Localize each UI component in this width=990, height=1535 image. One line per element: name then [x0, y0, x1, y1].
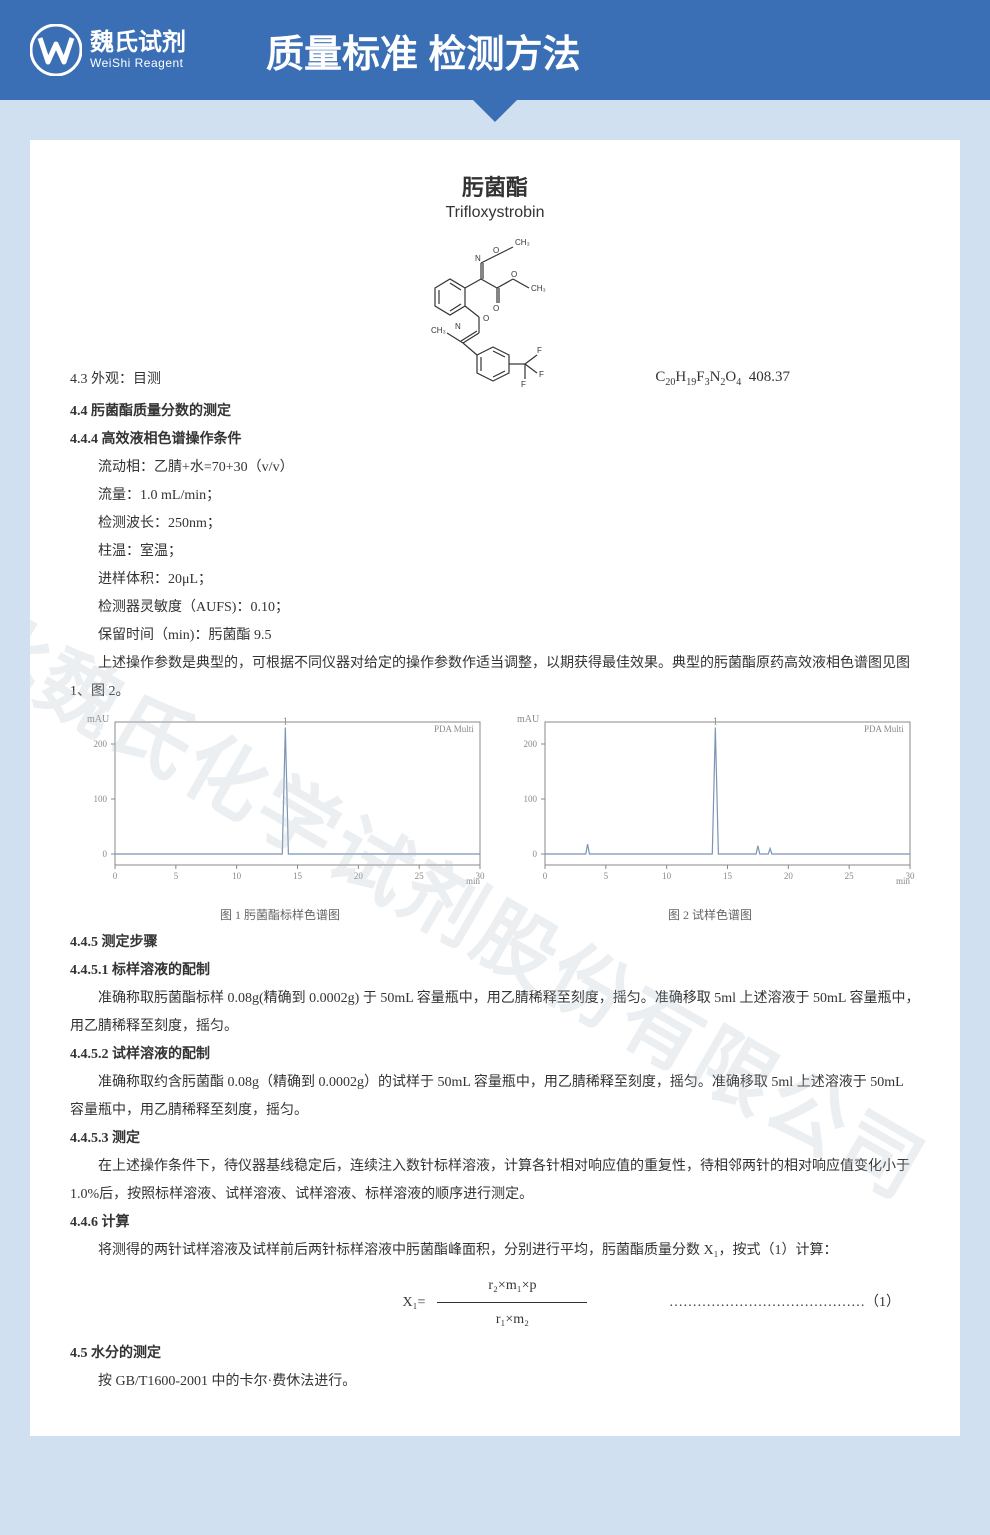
svg-text:1: 1	[713, 717, 718, 728]
svg-text:O: O	[493, 304, 499, 313]
chart-2: mAUPDA Multi0100200051015202530min1 图 2 …	[500, 710, 920, 927]
section-4-4: 4.4 肟菌酯质量分数的测定	[70, 398, 920, 426]
compound-title: 肟菌酯 Trifloxystrobin	[70, 170, 920, 222]
svg-text:CH₃: CH₃	[515, 238, 530, 247]
svg-text:0: 0	[533, 849, 538, 859]
molecular-weight: 408.37	[749, 369, 790, 385]
logo: 魏氏试剂 WeiShi Reagent	[30, 24, 186, 76]
svg-text:min: min	[896, 876, 911, 886]
svg-text:O: O	[483, 314, 489, 323]
fraction-line-icon	[437, 1302, 587, 1303]
chart-2-caption: 图 2 试样色谱图	[500, 903, 920, 927]
svg-text:PDA Multi: PDA Multi	[434, 724, 474, 734]
svg-text:0: 0	[113, 871, 118, 881]
svg-text:5: 5	[604, 871, 609, 881]
svg-text:mAU: mAU	[87, 714, 110, 725]
svg-text:0: 0	[103, 849, 108, 859]
section-4-4-4: 4.4.4 高效液相色谱操作条件	[70, 426, 920, 454]
svg-text:N: N	[475, 254, 481, 263]
eq-lhs: X₁=	[403, 1289, 426, 1317]
svg-text:O: O	[511, 270, 517, 279]
svg-text:CH₃: CH₃	[531, 284, 546, 293]
svg-text:20: 20	[784, 871, 794, 881]
section-4-4-5-2: 4.4.5.2 试样溶液的配制	[70, 1041, 920, 1069]
para-4-4-5-1: 准确称取肟菌酯标样 0.08g(精确到 0.0002g) 于 50mL 容量瓶中…	[70, 985, 920, 1041]
eq-number: ……………………………………（1）	[669, 1289, 900, 1317]
para-4-4-5-3: 在上述操作条件下，待仪器基线稳定后，连续注入数针标样溶液，计算各针相对响应值的重…	[70, 1153, 920, 1209]
section-4-4-5-3: 4.4.5.3 测定	[70, 1125, 920, 1153]
cond-aufs: 检测器灵敏度（AUFS)：0.10；	[70, 594, 920, 622]
svg-text:F: F	[537, 346, 542, 355]
molecular-formula: C20H19F3N2O4 408.37	[655, 369, 790, 388]
svg-text:CH₃: CH₃	[431, 326, 446, 335]
svg-text:100: 100	[524, 794, 538, 804]
svg-text:0: 0	[543, 871, 548, 881]
compound-name-en: Trifloxystrobin	[70, 204, 920, 222]
svg-text:25: 25	[415, 871, 425, 881]
svg-text:200: 200	[524, 739, 538, 749]
para-4-4-5-2: 准确称取约含肟菌酯 0.08g（精确到 0.0002g）的试样于 50mL 容量…	[70, 1069, 920, 1125]
cond-injection-vol: 进样体积：20μL；	[70, 566, 920, 594]
cond-wavelength: 检测波长：250nm；	[70, 510, 920, 538]
svg-text:25: 25	[845, 871, 855, 881]
svg-text:20: 20	[354, 871, 364, 881]
header-title: 质量标准 检测方法	[266, 23, 581, 78]
section-4-4-6: 4.4.6 计算	[70, 1209, 920, 1237]
cond-flow-rate: 流量：1.0 mL/min；	[70, 482, 920, 510]
para-4-5: 按 GB/T1600-2001 中的卡尔·费休法进行。	[70, 1368, 920, 1396]
cond-mobile-phase: 流动相：乙腈+水=70+30（v/v）	[70, 454, 920, 482]
svg-text:10: 10	[662, 871, 672, 881]
svg-text:mAU: mAU	[517, 714, 540, 725]
svg-text:15: 15	[723, 871, 733, 881]
cond-retention-time: 保留时间（min)：肟菌酯 9.5	[70, 622, 920, 650]
svg-text:15: 15	[293, 871, 303, 881]
compound-name-cn: 肟菌酯	[70, 170, 920, 202]
header-triangle-icon	[473, 100, 517, 122]
logo-icon	[30, 24, 82, 76]
page-header: 魏氏试剂 WeiShi Reagent 质量标准 检测方法	[0, 0, 990, 100]
equation-1: X₁= r₂×m₁×p r₁×m₂ ……………………………………（1）	[70, 1273, 920, 1332]
cond-note: 上述操作参数是典型的，可根据不同仪器对给定的操作参数作适当调整，以期获得最佳效果…	[70, 650, 920, 706]
svg-text:N: N	[455, 322, 461, 331]
svg-text:PDA Multi: PDA Multi	[864, 724, 904, 734]
svg-text:F: F	[521, 380, 526, 389]
svg-text:100: 100	[94, 794, 108, 804]
svg-text:1: 1	[283, 717, 288, 728]
svg-text:200: 200	[94, 739, 108, 749]
cond-column-temp: 柱温：室温；	[70, 538, 920, 566]
chart-1-caption: 图 1 肟菌酯标样色谱图	[70, 903, 490, 927]
section-4-5: 4.5 水分的测定	[70, 1340, 920, 1368]
eq-numerator: r₂×m₁×p	[488, 1273, 536, 1298]
svg-text:5: 5	[174, 871, 179, 881]
logo-text-en: WeiShi Reagent	[90, 57, 186, 70]
charts-row: mAUPDA Multi0100200051015202530min1 图 1 …	[70, 710, 920, 927]
svg-text:O: O	[493, 246, 499, 255]
section-4-4-5-1: 4.4.5.1 标样溶液的配制	[70, 957, 920, 985]
section-4-4-5: 4.4.5 测定步骤	[70, 929, 920, 957]
molecule-row: 4.3 外观：目测	[70, 228, 920, 398]
logo-text-cn: 魏氏试剂	[90, 30, 186, 56]
para-4-4-6: 将测得的两针试样溶液及试样前后两针标样溶液中肟菌酯峰面积，分别进行平均，肟菌酯质…	[70, 1237, 920, 1265]
document-page: 湖北魏氏化学试剂股份有限公司 肟菌酯 Trifloxystrobin 4.3 外…	[30, 140, 960, 1436]
svg-text:F: F	[539, 370, 544, 379]
molecule-structure-icon: CH₃ O N O O CH₃ O CH₃ N F F F	[395, 233, 595, 398]
eq-denominator: r₁×m₂	[496, 1307, 529, 1332]
chart-1: mAUPDA Multi0100200051015202530min1 图 1 …	[70, 710, 490, 927]
section-4-3: 4.3 外观：目测	[70, 368, 161, 388]
svg-text:min: min	[466, 876, 481, 886]
svg-text:10: 10	[232, 871, 242, 881]
